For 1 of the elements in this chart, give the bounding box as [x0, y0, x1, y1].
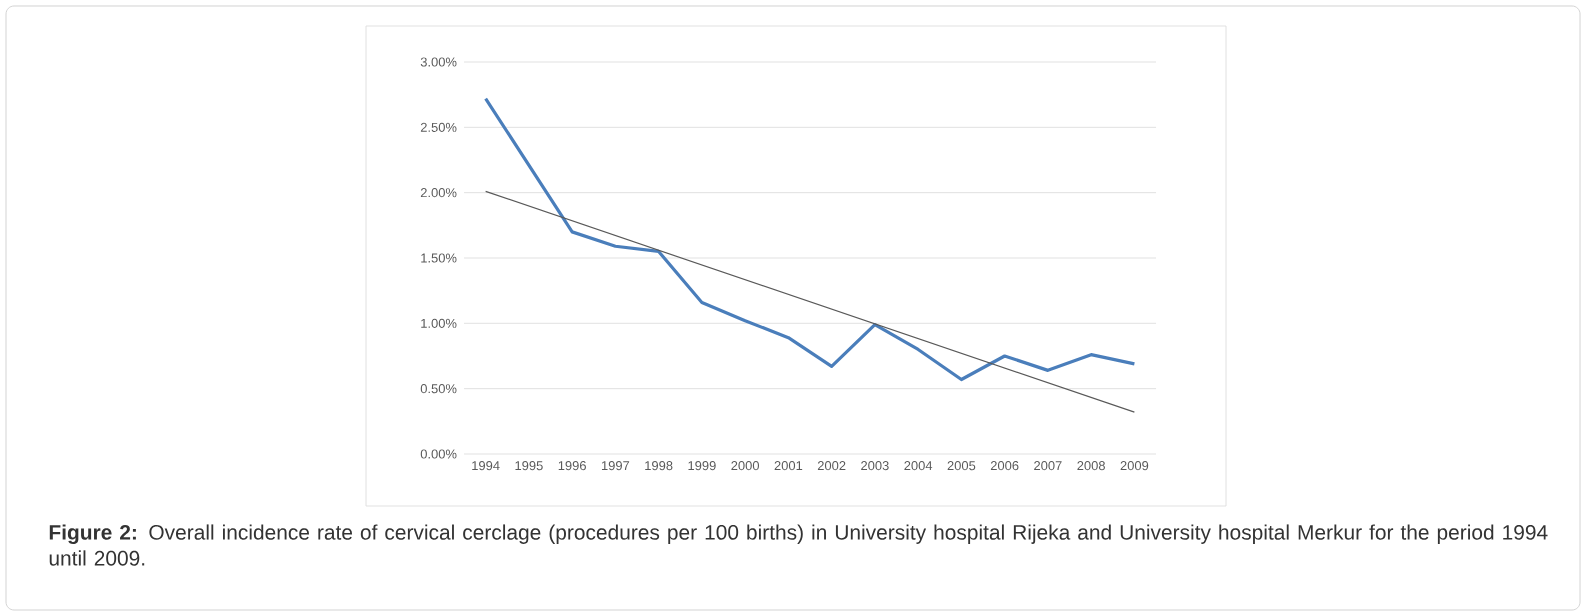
- text: Figure 2: Overall incidence rate of cervical cerclage (procedures per 100 births) in University hospital Rijeka and University hospital Merkur for the period 1994 until 2009.: [49, 524, 1548, 566]
